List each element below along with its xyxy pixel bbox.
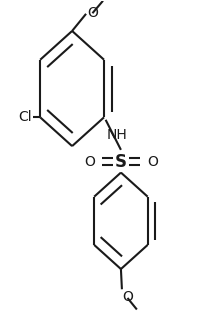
Text: S: S — [115, 153, 127, 171]
Text: Cl: Cl — [19, 110, 32, 124]
Text: O: O — [84, 155, 95, 169]
Text: O: O — [147, 155, 158, 169]
Text: O: O — [123, 290, 133, 304]
Text: NH: NH — [107, 128, 128, 142]
Text: O: O — [87, 6, 98, 20]
